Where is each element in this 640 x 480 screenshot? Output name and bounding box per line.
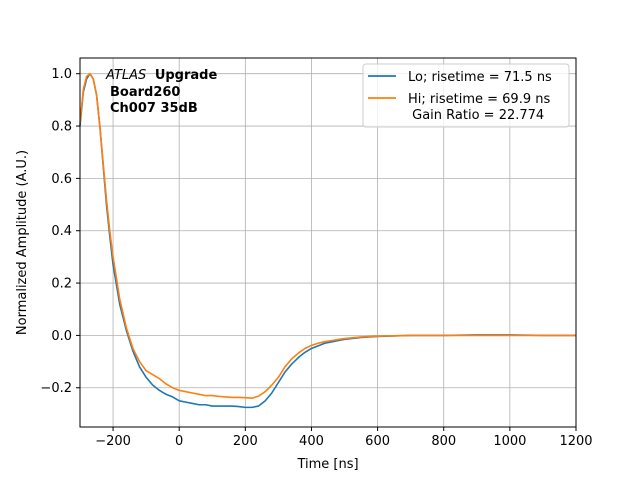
annotation-line-1: ATLAS Upgrade [105,68,217,83]
y-tick-label-2: 0.2 [51,277,72,292]
plot-frame [79,57,577,428]
ticks: −200 0 200 400 600 800 1000 1200 −0.2 0.0 0.2 0.4 0.… [40,67,592,449]
atlas-annotation: ATLAS Upgrade Board260 Ch007 35dB [105,68,217,116]
x-tick-label-5: 800 [431,434,456,449]
y-tick-label-1: 0.0 [51,329,72,344]
annotation-atlas: ATLAS [105,68,146,83]
y-tick-label-5: 0.8 [51,120,72,135]
annotation-upgrade: Upgrade [155,68,218,83]
x-axis-label: Time [ns] [296,457,358,472]
legend-label-0: Lo; risetime = 71.5 ns [408,70,552,85]
legend-label-1: Hi; risetime = 69.9 ns [408,92,550,107]
y-tick-label-4: 0.6 [51,172,72,187]
x-tick-label-0: −200 [95,434,131,449]
x-tick-label-7: 1200 [559,434,592,449]
series-layer [79,72,576,409]
y-tick-label-6: 1.0 [51,67,72,82]
legend: Lo; risetime = 71.5 ns Hi; risetime = 69.… [362,63,570,128]
legend-label-1-line1: Gain Ratio = 22.774 [408,108,544,123]
x-tick-label-4: 600 [365,434,390,449]
y-tick-label-3: 0.4 [51,224,72,239]
y-tick-label-0: −0.2 [40,381,72,396]
y-axis-label: Normalized Amplitude (A.U.) [15,150,30,335]
x-tick-label-3: 400 [299,434,324,449]
legend-box [362,63,570,128]
x-tick-label-6: 1000 [493,434,526,449]
annotation-board: Board260 [110,85,180,100]
x-tick-label-1: 0 [175,434,183,449]
series-line-1 [79,72,576,400]
x-tick-label-2: 200 [233,434,258,449]
annotation-channel: Ch007 35dB [110,101,198,116]
